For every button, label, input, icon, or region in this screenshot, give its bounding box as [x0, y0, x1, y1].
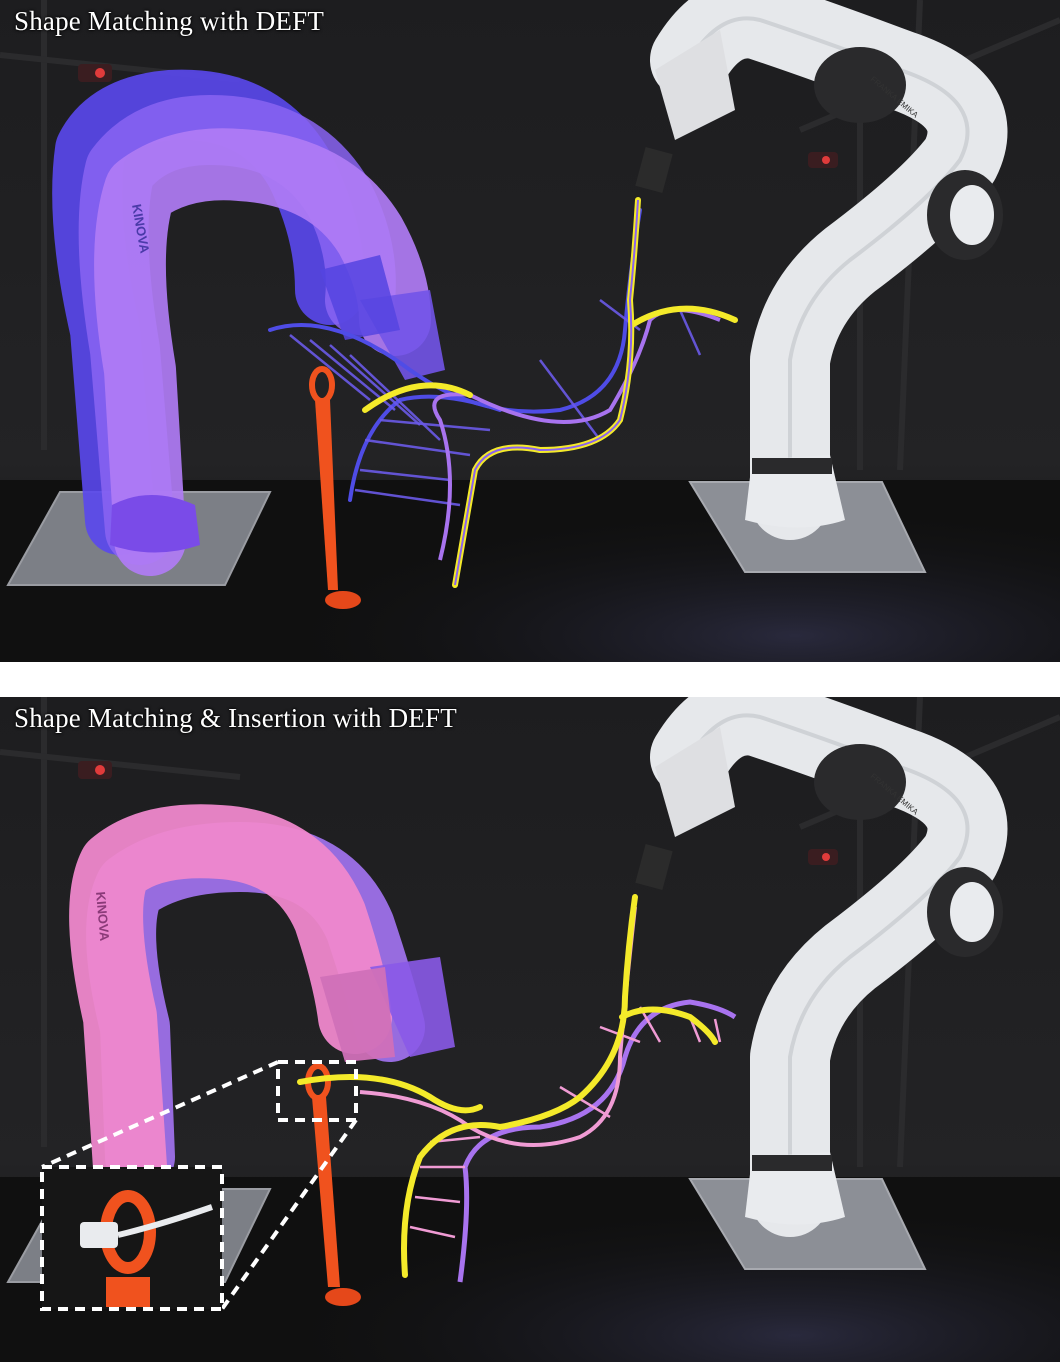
franka-finger [635, 844, 673, 890]
franka-arm [650, 0, 1008, 540]
panel-caption: Shape Matching & Insertion with DEFT [14, 703, 457, 733]
kinova-gripper [370, 957, 455, 1057]
kinova-base [110, 495, 200, 553]
zoom-inset [42, 1167, 222, 1309]
fixture [309, 366, 361, 609]
cable-trail-violet [432, 308, 721, 561]
kinova-arm-violet [94, 128, 431, 576]
kinova-arm-pink [69, 804, 392, 1204]
zoom-inset-frame [40, 1165, 224, 1311]
scene-shape-matching-insertion: KINOVA FRANKA EMIKA [0, 697, 1060, 1362]
zoom-region-box [276, 1060, 358, 1122]
panel-shape-matching-insertion: KINOVA FRANKA EMIKA [0, 697, 1060, 1362]
franka-arm [650, 697, 1008, 1237]
cable-trail-violet [457, 999, 737, 1283]
cable-connector [80, 1222, 118, 1248]
panel-shape-matching: KINOVA FRANKA EMIKA [0, 0, 1060, 662]
franka-joint [814, 47, 906, 123]
panel-caption: Shape Matching with DEFT [14, 6, 325, 36]
zoom-connector [220, 1118, 358, 1311]
scene-shape-matching: KINOVA FRANKA EMIKA [0, 0, 1060, 662]
zoom-connector [41, 1060, 279, 1169]
kinova-gripper [320, 255, 400, 340]
franka-gripper [655, 30, 735, 140]
franka-finger [635, 147, 673, 193]
franka-gripper [655, 727, 735, 837]
cable-current-yellow [297, 894, 718, 1278]
kinova-gripper [320, 967, 395, 1062]
franka-joint [814, 744, 906, 820]
kinova-logo: KINOVA [93, 891, 112, 942]
